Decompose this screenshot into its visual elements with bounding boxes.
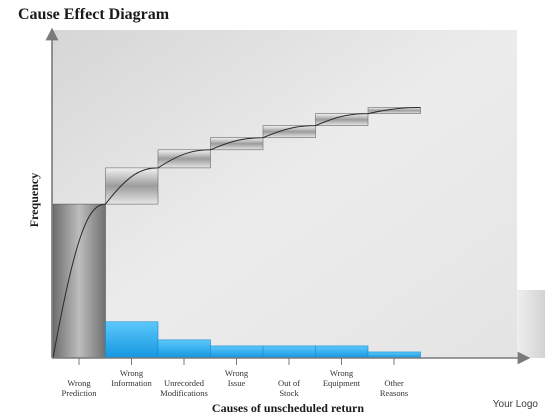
x-tick-label-2: Wrong Information xyxy=(111,368,152,388)
bar-5 xyxy=(262,345,316,359)
y-axis-label: Frequency xyxy=(27,173,41,227)
panel-shadow xyxy=(517,290,545,358)
bar-4 xyxy=(210,345,264,359)
bar-6 xyxy=(315,345,369,359)
bar-2 xyxy=(105,321,159,359)
cumulative-box-7 xyxy=(367,107,421,114)
cumulative-box-2 xyxy=(105,167,159,205)
cumulative-curve xyxy=(52,107,421,359)
x-axis-label: Causes of unscheduled return xyxy=(212,401,364,415)
bar-1 xyxy=(52,203,106,359)
bar-3 xyxy=(157,339,211,359)
x-tick-label-1: Wrong Prediction xyxy=(62,378,98,398)
bar-7 xyxy=(367,351,421,359)
x-tick-label-7: Other Reasons xyxy=(380,378,408,398)
cumulative-box-6 xyxy=(315,113,369,126)
cumulative-box-5 xyxy=(262,125,316,139)
cumulative-boxes xyxy=(105,107,421,205)
x-tick-label-3: Unrecorded Modifications xyxy=(160,378,208,398)
cumulative-box-3 xyxy=(157,149,211,169)
x-tick-label-4: Wrong Issue xyxy=(225,368,249,388)
cumulative-box-4 xyxy=(210,137,264,151)
logo-text: Your Logo xyxy=(492,399,538,410)
bars-group xyxy=(52,203,421,359)
x-ticks: Wrong Prediction Wrong Information Unrecorde… xyxy=(62,358,408,398)
page-title: Cause Effect Diagram xyxy=(18,6,170,23)
x-tick-label-6: Wrong Equipment xyxy=(323,368,361,388)
x-tick-label-5: Out of Stock xyxy=(278,378,300,398)
